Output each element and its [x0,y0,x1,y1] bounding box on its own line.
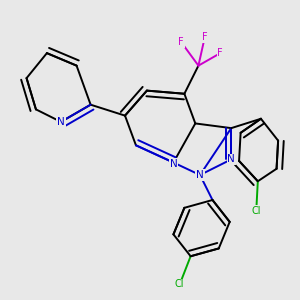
Text: Cl: Cl [251,206,261,216]
Text: N: N [227,154,235,164]
Text: N: N [169,159,177,169]
Text: F: F [202,32,208,43]
Text: N: N [196,170,204,180]
Text: Cl: Cl [175,279,184,290]
Text: F: F [178,37,184,47]
Text: F: F [218,48,223,58]
Text: N: N [57,117,65,127]
